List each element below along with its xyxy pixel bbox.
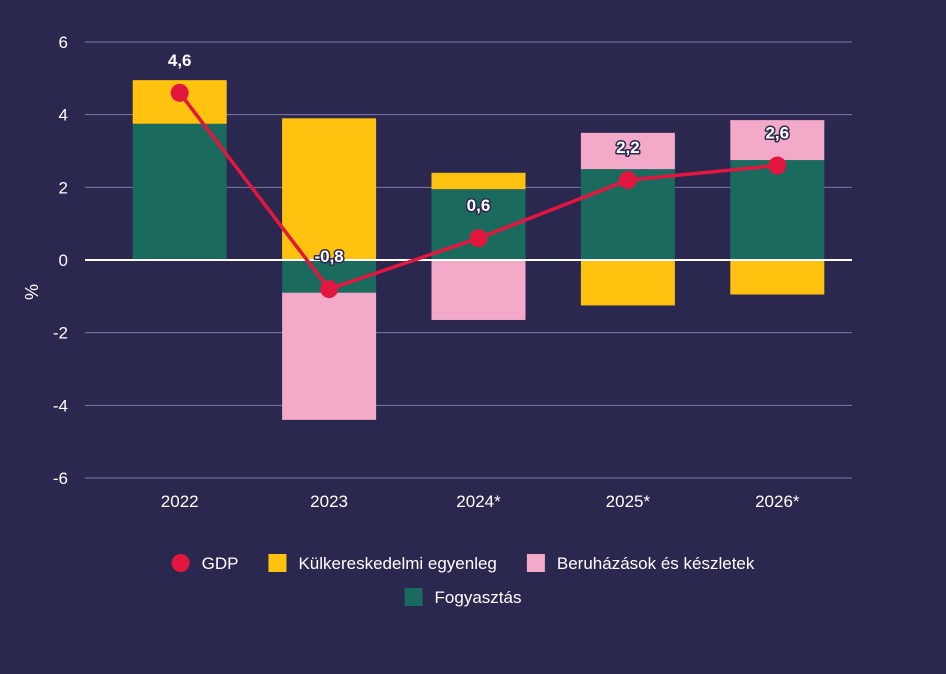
bar-fogyaszt-s — [132, 123, 227, 260]
legend-label-gdp: GDP — [202, 554, 239, 573]
legend-marker-k-lkereskedelmi-egyenleg — [268, 554, 287, 572]
legend-label-fogyaszt-s: Fogyasztás — [435, 588, 522, 607]
gdp-data-label: 4,6 — [168, 51, 192, 70]
y-tick-label: -2 — [53, 324, 68, 343]
gdp-data-label: -0,8 — [314, 247, 343, 266]
bar-k-lkereskedelmi-egyenleg — [282, 118, 377, 260]
x-tick-label: 2023 — [310, 492, 348, 511]
legend-marker-gdp — [171, 554, 190, 572]
y-tick-label: -4 — [53, 396, 68, 415]
gdp-point — [618, 171, 637, 190]
y-axis-label: % — [22, 284, 42, 300]
data-labels: 4,6 -0,8 0,6 2,2 2,6 — [166, 49, 790, 267]
y-tick-label: 6 — [59, 33, 68, 52]
legend-label-k-lkereskedelmi-egyenleg: Külkereskedelmi egyenleg — [298, 554, 496, 573]
bar-beruh-z-sok-s-k-szletek — [580, 132, 675, 170]
gdp-data-label: 2,6 — [765, 124, 789, 143]
legend-marker-beruh-z-sok-s-k-szletek — [526, 554, 545, 572]
x-tick-label: 2022 — [161, 492, 199, 511]
gdp-point — [768, 156, 787, 175]
y-tick-label: -6 — [53, 469, 68, 488]
gdp-data-label: 0,6 — [467, 196, 491, 215]
bar-k-lkereskedelmi-egyenleg — [580, 260, 675, 306]
x-tick-label: 2025* — [606, 492, 651, 511]
gdp-point — [469, 229, 488, 248]
legend-marker-fogyaszt-s — [404, 588, 423, 606]
gdp-point — [320, 280, 339, 299]
legend-label-beruh-z-sok-s-k-szletek: Beruházások és készletek — [557, 554, 755, 573]
bar-fogyaszt-s — [730, 160, 825, 260]
axes: 6 4 2 0 -2 -4 -6 2022 2023 2024* 2025* 2026* — [53, 33, 800, 511]
bar-beruh-z-sok-s-k-szletek — [431, 260, 526, 320]
gdp-data-label: 2,2 — [616, 138, 640, 157]
bars — [132, 80, 825, 420]
bar-k-lkereskedelmi-egyenleg — [431, 172, 526, 190]
y-tick-label: 4 — [59, 106, 68, 125]
legend: GDP Külkereskedelmi egyenleg Beruházások é… — [171, 554, 755, 607]
y-tick-label: 0 — [59, 251, 68, 270]
bar-k-lkereskedelmi-egyenleg — [730, 260, 825, 295]
gdp-line — [170, 83, 787, 299]
gdp-point — [170, 83, 189, 102]
x-tick-label: 2024* — [456, 492, 501, 511]
y-tick-label: 2 — [59, 178, 68, 197]
bar-beruh-z-sok-s-k-szletek — [730, 120, 825, 161]
bar-beruh-z-sok-s-k-szletek — [282, 292, 377, 420]
x-tick-label: 2026* — [755, 492, 800, 511]
